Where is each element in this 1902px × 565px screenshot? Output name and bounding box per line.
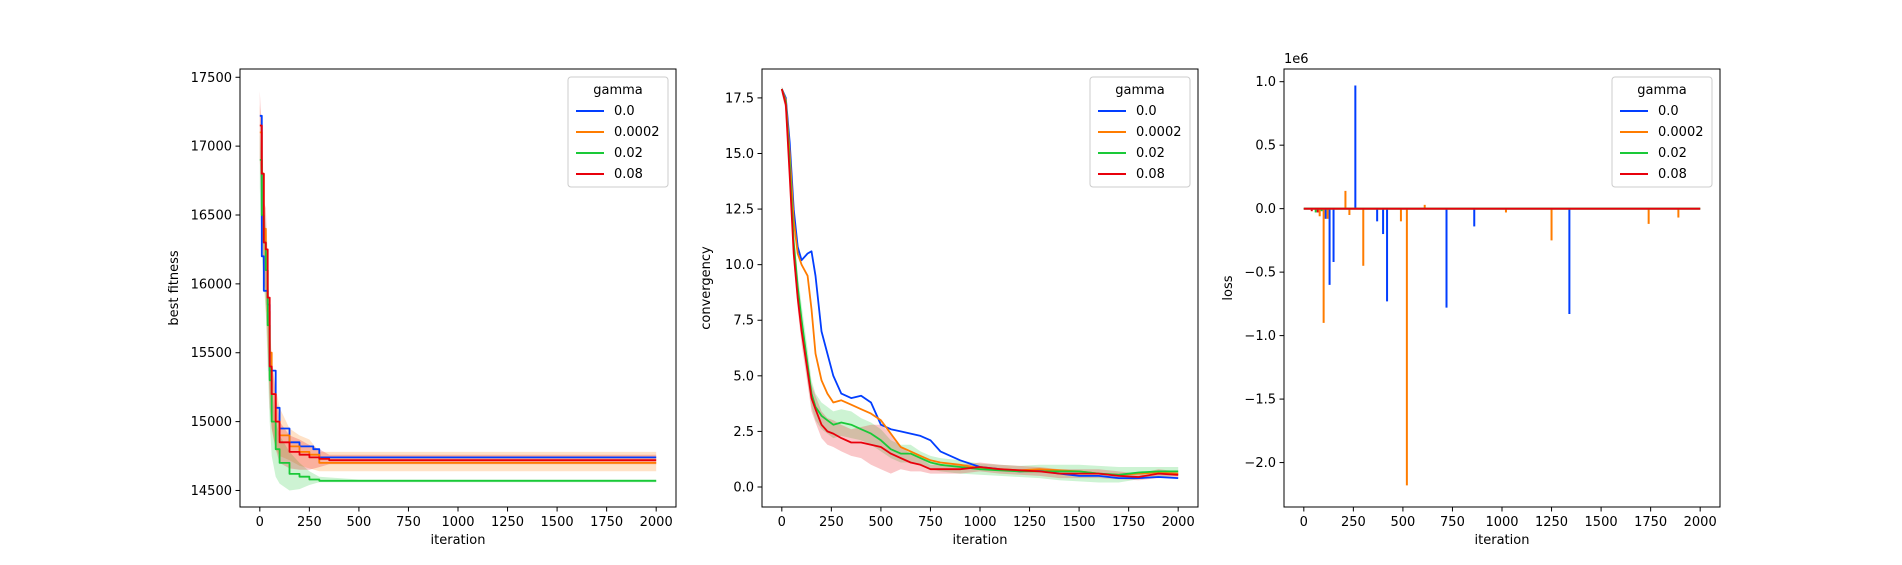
y-tick-label: 17000 [191, 140, 232, 155]
legend-title: gamma [1637, 83, 1687, 98]
x-tick-label: 1000 [1485, 515, 1518, 530]
x-tick-label: 250 [819, 515, 844, 530]
y-tick-label: 14500 [191, 484, 232, 499]
legend-label: 0.08 [614, 167, 643, 182]
x-tick-label: 2000 [1684, 515, 1717, 530]
plot-area [259, 91, 657, 491]
y-tick-label: 5.0 [733, 369, 754, 384]
x-tick-label: 2000 [1162, 515, 1195, 530]
x-tick-label: 500 [868, 515, 893, 530]
legend-label: 0.02 [1658, 146, 1687, 161]
y-tick-label: 7.5 [733, 314, 754, 329]
legend-frame [1611, 76, 1713, 188]
x-tick-label: 750 [1440, 515, 1465, 530]
legend-frame [567, 76, 669, 188]
x-tick-label: 0 [778, 515, 786, 530]
x-tick-label: 750 [396, 515, 421, 530]
x-tick-label: 1750 [1634, 515, 1667, 530]
y-tick-label: −1.0 [1244, 329, 1276, 344]
y-tick-label: 17500 [191, 71, 232, 86]
y-tick-label: 15500 [191, 346, 232, 361]
y-tick-label: 15.0 [725, 147, 754, 162]
legend-label: 0.08 [1136, 167, 1165, 182]
y-tick-label: −0.5 [1244, 266, 1276, 281]
y-tick-label: −1.5 [1244, 393, 1276, 408]
series-line-0.08 [259, 124, 657, 462]
y-tick-label: 1.0 [1255, 75, 1276, 90]
legend-label: 0.0 [1658, 104, 1679, 119]
legend: gamma 0.0 0.0002 0.02 0.08 [1611, 76, 1713, 188]
x-tick-label: 500 [1390, 515, 1415, 530]
legend-label: 0.02 [1136, 146, 1165, 161]
y-tick-label: 16000 [191, 277, 232, 292]
x-axis-label: iteration [1475, 533, 1530, 548]
y-axis-label: convergency [699, 246, 714, 330]
x-tick-label: 1750 [590, 515, 623, 530]
x-tick-label: 250 [297, 515, 322, 530]
y-tick-label: 0.5 [1255, 139, 1276, 154]
legend-frame [1089, 76, 1191, 188]
legend-label: 0.0 [614, 104, 635, 119]
y-tick-label: 2.5 [733, 425, 754, 440]
legend-label: 0.0002 [1658, 125, 1704, 140]
x-axis-label: iteration [431, 533, 486, 548]
y-tick-label: 0.0 [733, 480, 754, 495]
chart-panel-3: 0 250 500 750 1000 1250 1500 1750 2000 −2.0 −1.5 −1… [1221, 52, 1721, 548]
x-tick-label: 1000 [963, 515, 996, 530]
x-tick-label: 250 [1341, 515, 1366, 530]
chart-panel-2: 0 250 500 750 1000 1250 1500 1750 2000 0.0 2.5 5.0 7… [699, 68, 1199, 548]
series-line-0.02 [259, 159, 657, 482]
x-tick-label: 1250 [1535, 515, 1568, 530]
y-tick-label: 15000 [191, 415, 232, 430]
legend-label: 0.0002 [614, 125, 660, 140]
legend: gamma 0.0 0.0002 0.02 0.08 [567, 76, 669, 188]
legend-label: 0.08 [1658, 167, 1687, 182]
x-tick-label: 1000 [441, 515, 474, 530]
x-tick-label: 2000 [640, 515, 673, 530]
x-tick-label: 1500 [541, 515, 574, 530]
y-axis-label: loss [1221, 275, 1236, 300]
x-tick-label: 750 [918, 515, 943, 530]
legend-title: gamma [593, 83, 643, 98]
axis-offset-label: 1e6 [1284, 52, 1309, 67]
x-tick-label: 500 [346, 515, 371, 530]
y-tick-label: 10.0 [725, 258, 754, 273]
plot-area [1303, 85, 1701, 486]
series-line-0.02 [780, 88, 1179, 476]
chart-panel-1: 0 250 500 750 1000 1250 1500 1750 2000 14500 15000… [167, 68, 677, 548]
y-tick-label: 12.5 [725, 203, 754, 218]
x-tick-label: 1750 [1112, 515, 1145, 530]
x-axis-label: iteration [953, 533, 1008, 548]
y-axis-label: best fitness [167, 250, 182, 326]
legend-title: gamma [1115, 83, 1165, 98]
y-tick-label: 16500 [191, 209, 232, 224]
x-tick-label: 1500 [1585, 515, 1618, 530]
x-tick-label: 0 [256, 515, 264, 530]
x-tick-label: 1250 [491, 515, 524, 530]
legend-label: 0.0002 [1136, 125, 1182, 140]
x-tick-label: 1250 [1013, 515, 1046, 530]
series-line-0.08 [780, 88, 1179, 478]
legend-label: 0.0 [1136, 104, 1157, 119]
x-tick-label: 1500 [1063, 515, 1096, 530]
legend: gamma 0.0 0.0002 0.02 0.08 [1089, 76, 1191, 188]
x-tick-label: 0 [1300, 515, 1308, 530]
y-tick-label: −2.0 [1244, 456, 1276, 471]
plot-area [780, 86, 1179, 483]
y-tick-label: 0.0 [1255, 202, 1276, 217]
y-tick-label: 17.5 [725, 91, 754, 106]
legend-label: 0.02 [614, 146, 643, 161]
